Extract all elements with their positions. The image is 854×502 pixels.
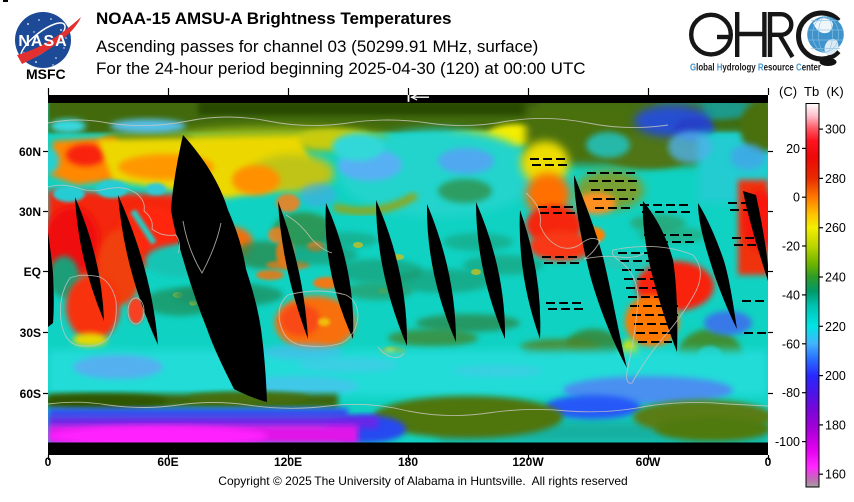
svg-text:-20: -20 <box>782 240 800 254</box>
svg-text:-40: -40 <box>782 288 800 302</box>
svg-text:0: 0 <box>793 191 800 205</box>
svg-text:NASA: NASA <box>18 33 67 50</box>
svg-text:160: 160 <box>825 468 846 482</box>
svg-text:300: 300 <box>825 123 846 137</box>
svg-text:-100: -100 <box>775 435 800 449</box>
svg-text:240: 240 <box>825 271 846 285</box>
svg-text:200: 200 <box>825 369 846 383</box>
svg-text:-80: -80 <box>782 386 800 400</box>
svg-text:260: 260 <box>825 221 846 235</box>
svg-text:220: 220 <box>825 320 846 334</box>
svg-text:180: 180 <box>825 418 846 432</box>
svg-text:280: 280 <box>825 172 846 186</box>
svg-text:-60: -60 <box>782 337 800 351</box>
svg-text:20: 20 <box>786 142 800 156</box>
svg-text:Global Hydrology Resource Cent: Global Hydrology Resource Center <box>690 62 821 74</box>
